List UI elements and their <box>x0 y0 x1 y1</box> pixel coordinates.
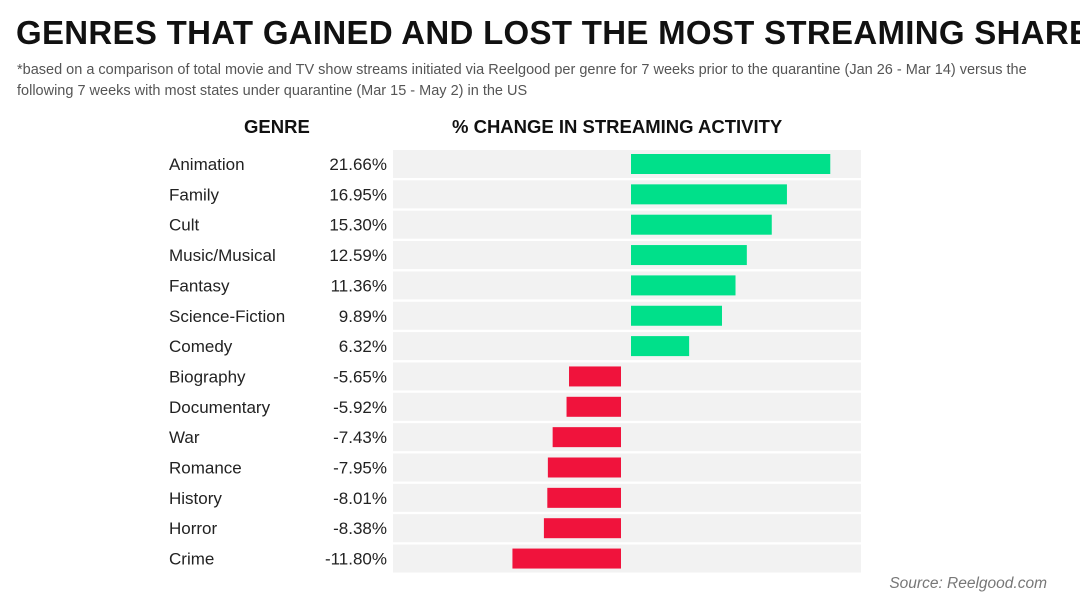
bar-cult <box>631 214 772 235</box>
row-background-romance <box>393 453 861 482</box>
bar-romance <box>547 457 621 478</box>
row-background-crime <box>393 544 861 573</box>
genre-label-comedy: Comedy <box>169 337 233 356</box>
genre-label-animation: Animation <box>169 155 245 174</box>
value-label-documentary: -5.92% <box>333 398 387 417</box>
row-background-war <box>393 423 861 452</box>
genre-label-war: War <box>169 428 200 447</box>
source-note: Source: Reelgood.com <box>889 575 1047 592</box>
value-label-music-musical: 12.59% <box>329 246 387 265</box>
bar-crime <box>512 548 621 569</box>
value-label-cult: 15.30% <box>329 216 387 235</box>
bar-documentary <box>566 396 621 417</box>
genre-label-music-musical: Music/Musical <box>169 246 276 265</box>
value-label-history: -8.01% <box>333 489 387 508</box>
row-background-science-fiction <box>393 301 861 330</box>
value-label-family: 16.95% <box>329 185 387 204</box>
genre-label-horror: Horror <box>169 519 218 538</box>
row-background-cult <box>393 210 861 239</box>
bar-family <box>631 184 787 205</box>
genre-label-fantasy: Fantasy <box>169 276 230 295</box>
row-background-comedy <box>393 332 861 361</box>
bar-comedy <box>631 336 690 357</box>
genre-label-crime: Crime <box>169 550 214 569</box>
bar-horror <box>543 518 621 539</box>
chart-title: GENRES THAT GAINED AND LOST THE MOST STR… <box>16 14 1080 51</box>
value-label-comedy: 6.32% <box>339 337 387 356</box>
bar-fantasy <box>631 275 736 296</box>
genre-label-biography: Biography <box>169 367 246 386</box>
change-column-header: % CHANGE IN STREAMING ACTIVITY <box>452 116 783 137</box>
row-background-biography <box>393 362 861 391</box>
bar-animation <box>631 154 831 174</box>
value-label-romance: -7.95% <box>333 459 387 478</box>
genre-label-science-fiction: Science-Fiction <box>169 307 285 326</box>
value-label-animation: 21.66% <box>329 155 387 174</box>
genre-label-family: Family <box>169 185 220 204</box>
value-label-horror: -8.38% <box>333 519 387 538</box>
row-background-documentary <box>393 392 861 421</box>
genre-column-header: GENRE <box>244 116 310 137</box>
bar-music-musical <box>631 245 747 266</box>
bar-biography <box>569 366 621 387</box>
value-label-fantasy: 11.36% <box>331 276 387 295</box>
row-background-horror <box>393 514 861 543</box>
row-background-music-musical <box>393 241 861 270</box>
genre-label-history: History <box>169 489 222 508</box>
bar-history <box>547 487 621 508</box>
row-background-fantasy <box>393 271 861 300</box>
genre-label-cult: Cult <box>169 216 200 235</box>
value-label-crime: -11.80% <box>325 550 387 569</box>
bar-war <box>552 427 621 448</box>
value-label-war: -7.43% <box>333 428 387 447</box>
bar-science-fiction <box>631 305 722 326</box>
value-label-science-fiction: 9.89% <box>339 307 387 326</box>
chart-subtitle: *based on a comparison of total movie an… <box>17 62 1027 99</box>
value-label-biography: -5.65% <box>333 367 387 386</box>
genre-label-documentary: Documentary <box>169 398 271 417</box>
genre-label-romance: Romance <box>169 459 242 478</box>
row-background-family <box>393 180 861 209</box>
row-background-history <box>393 483 861 512</box>
